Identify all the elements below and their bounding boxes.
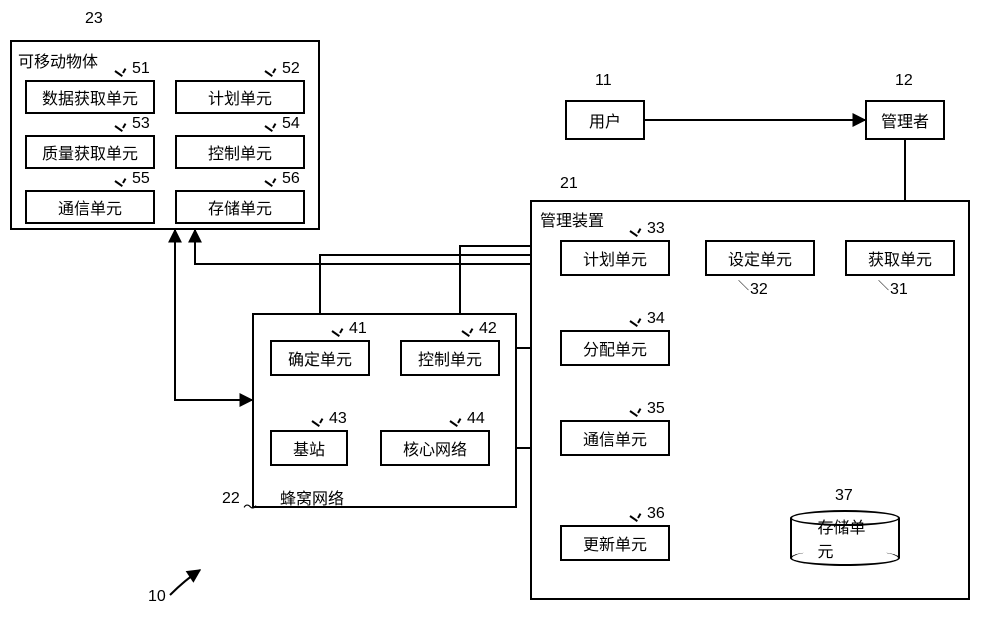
ref-33: 33 — [647, 220, 665, 238]
label: 数据获取单元 — [42, 85, 138, 109]
ref-21: 21 — [560, 175, 578, 193]
tick-icon — [630, 220, 644, 234]
manager-box: 管理者 — [865, 100, 945, 140]
label: 存储单元 — [818, 514, 873, 562]
alloc-unit: 分配单元 — [560, 330, 670, 366]
tick-icon — [630, 310, 644, 324]
label: 通信单元 — [58, 195, 122, 219]
ref-41: 41 — [349, 320, 367, 338]
label: 管理者 — [881, 108, 929, 132]
ref-32: 32 — [750, 281, 768, 299]
ref-22: 22 — [222, 490, 240, 508]
ref-44: 44 — [467, 410, 485, 428]
plan-unit-movable: 计划单元 — [175, 80, 305, 114]
ref-56: 56 — [282, 170, 300, 188]
label: 分配单元 — [583, 336, 647, 360]
tick-icon — [115, 60, 129, 74]
tick-icon — [115, 115, 129, 129]
core-network: 核心网络 — [380, 430, 490, 466]
plan-unit-mgmt: 计划单元 — [560, 240, 670, 276]
label: 质量获取单元 — [42, 140, 138, 164]
label: 设定单元 — [728, 246, 792, 270]
ref-35: 35 — [647, 400, 665, 418]
label: 计划单元 — [583, 246, 647, 270]
tick-icon — [630, 400, 644, 414]
ref-53: 53 — [132, 115, 150, 133]
label: 更新单元 — [583, 531, 647, 555]
storage-unit-movable: 存储单元 — [175, 190, 305, 224]
update-unit: 更新单元 — [560, 525, 670, 561]
comm-unit-movable: 通信单元 — [25, 190, 155, 224]
base-station: 基站 — [270, 430, 348, 466]
label: 通信单元 — [583, 426, 647, 450]
cellular-title: 蜂窝网络 — [280, 485, 344, 509]
user-box: 用户 — [565, 100, 645, 140]
ref-42: 42 — [479, 320, 497, 338]
label: 确定单元 — [288, 346, 352, 370]
ref-52: 52 — [282, 60, 300, 78]
tick-icon — [265, 170, 279, 184]
movable-title: 可移动物体 — [18, 48, 98, 72]
control-unit-movable: 控制单元 — [175, 135, 305, 169]
ref-43: 43 — [329, 410, 347, 428]
ref-36: 36 — [647, 505, 665, 523]
label: 基站 — [293, 436, 325, 460]
tick-icon — [332, 320, 346, 334]
storage-cylinder: 存储单元 — [790, 510, 900, 566]
quality-unit: 质量获取单元 — [25, 135, 155, 169]
tick-icon — [450, 410, 464, 424]
tick-icon — [462, 320, 476, 334]
acquire-unit: 获取单元 — [845, 240, 955, 276]
ref-12: 12 — [895, 72, 913, 90]
tick-icon — [630, 505, 644, 519]
label: 控制单元 — [208, 140, 272, 164]
ref-11: 11 — [595, 72, 612, 90]
ref-55: 55 — [132, 170, 150, 188]
figure-ref: 10 — [148, 588, 166, 606]
label: 获取单元 — [868, 246, 932, 270]
tick-icon — [115, 170, 129, 184]
mgmt-title: 管理装置 — [540, 207, 604, 231]
tick-icon — [312, 410, 326, 424]
ref-37: 37 — [835, 487, 853, 505]
tick-icon — [265, 115, 279, 129]
control-unit-cellular: 控制单元 — [400, 340, 500, 376]
label: 存储单元 — [208, 195, 272, 219]
label: 核心网络 — [403, 436, 467, 460]
label: 控制单元 — [418, 346, 482, 370]
data-acq-unit: 数据获取单元 — [25, 80, 155, 114]
ref-31: 31 — [890, 281, 908, 299]
label: 用户 — [589, 108, 621, 132]
ref-54: 54 — [282, 115, 300, 133]
determine-unit: 确定单元 — [270, 340, 370, 376]
comm-unit-mgmt: 通信单元 — [560, 420, 670, 456]
ref-23: 23 — [85, 10, 103, 28]
label: 计划单元 — [208, 85, 272, 109]
ref-34: 34 — [647, 310, 665, 328]
set-unit: 设定单元 — [705, 240, 815, 276]
ref-51: 51 — [132, 60, 150, 78]
tick-icon — [265, 60, 279, 74]
